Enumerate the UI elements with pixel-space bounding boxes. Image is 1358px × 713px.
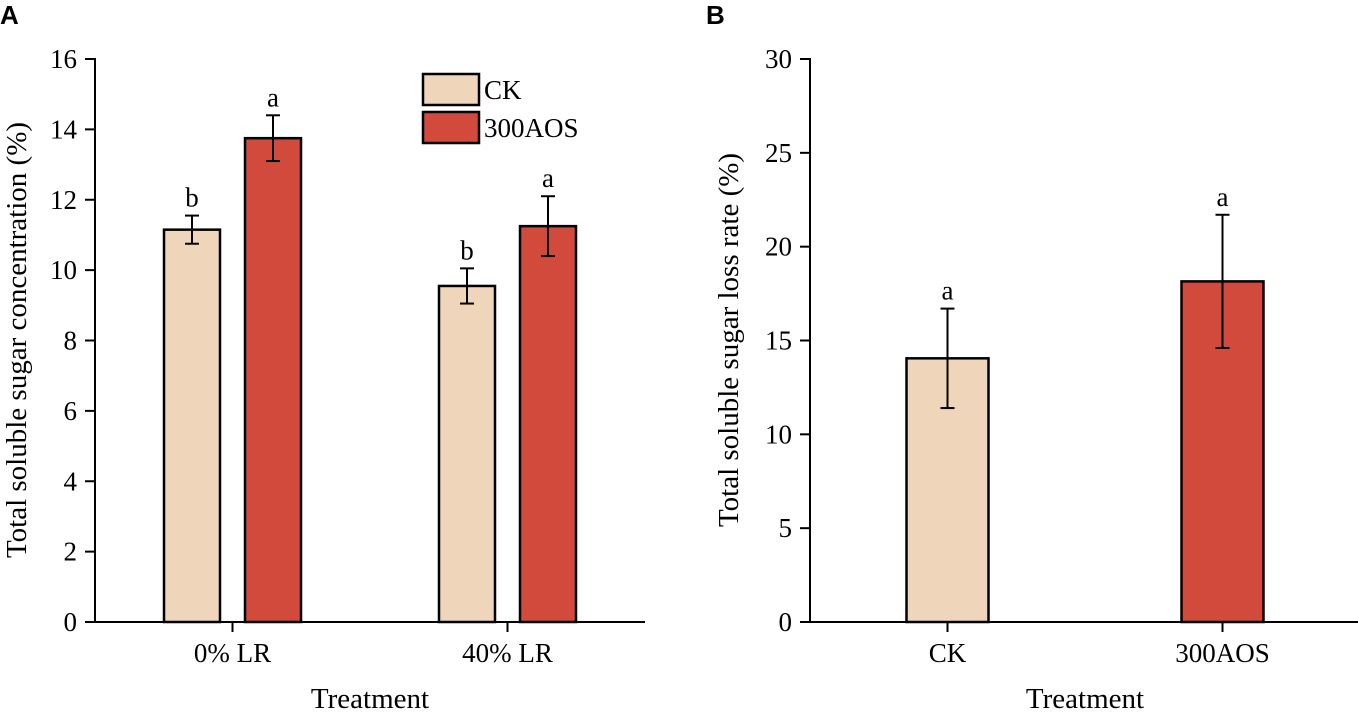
y-tick-label: 15 [765, 326, 792, 356]
panel-b-x-axis-title: Treatment [1026, 683, 1144, 713]
panel-a-40-lr-300aos-significance-label: a [542, 163, 554, 193]
panel-b-label: B [706, 0, 725, 30]
y-tick-label: 12 [50, 185, 77, 215]
panel-b-x-tick-label: CK [929, 638, 967, 668]
y-tick-label: 14 [50, 114, 78, 144]
panel-a-40-lr-ck-significance-label: b [460, 235, 474, 265]
panel-a-0-lr-300aos-significance-label: a [267, 82, 279, 112]
y-tick-label: 8 [64, 326, 78, 356]
panel-a-0-lr-300aos-bar [243, 136, 303, 624]
y-tick-label: 2 [64, 537, 78, 567]
legend-300aos-swatch [421, 110, 481, 145]
panel-a-label: A [0, 0, 19, 30]
panel-b: B 0 5 10 15 20 25 30 a CK a 300AOS Treatment Total… [706, 0, 1358, 713]
y-tick-label: 0 [64, 607, 78, 637]
legend-ck-swatch [421, 72, 481, 107]
panel-b-y-axis-title: Total soluble sugar loss rate (%) [713, 153, 745, 527]
y-tick-label: 4 [64, 466, 78, 496]
panel-b-ck-significance-label: a [942, 276, 954, 306]
panel-a-0-lr-ck-bar [162, 228, 222, 624]
y-tick-label: 25 [765, 138, 792, 168]
panel-a-plot-area: 0 2 4 6 8 10 12 14 16 b a 0% LR b a 40% LR [50, 44, 645, 668]
legend-300aos-label: 300AOS [484, 113, 579, 143]
panel-b-ck-bar [905, 357, 990, 624]
panel-a-0-lr-ck-significance-label: b [185, 183, 199, 213]
y-tick-label: 20 [765, 232, 792, 262]
y-tick-label: 10 [50, 255, 77, 285]
y-tick-label: 5 [779, 513, 793, 543]
y-tick-label: 30 [765, 44, 792, 74]
panel-a-y-axis-title: Total soluble sugar concentration (%) [1, 122, 33, 558]
y-tick-label: 0 [779, 607, 793, 637]
panel-a-x-tick-label: 0% LR [194, 638, 271, 668]
panel-a-40-lr-ck-bar [437, 284, 497, 624]
panel-a-40-lr-300aos-bar [518, 224, 578, 624]
legend-ck-label: CK [484, 75, 522, 105]
panel-a: A 0 2 4 6 8 10 12 14 16 b a 0% LR b a 40% LR CK 300AOS… [0, 0, 645, 713]
y-tick-label: 10 [765, 419, 792, 449]
panel-b-x-tick-label: 300AOS [1175, 638, 1270, 668]
y-tick-label: 6 [64, 396, 78, 426]
y-tick-label: 16 [50, 44, 77, 74]
panel-a-x-tick-label: 40% LR [462, 638, 553, 668]
panel-a-legend: CK 300AOS [421, 72, 579, 145]
panel-a-x-axis-title: Treatment [311, 683, 429, 713]
panel-b-plot-area: 0 5 10 15 20 25 30 a CK a 300AOS [765, 44, 1358, 668]
panel-b-300aos-significance-label: a [1217, 182, 1229, 212]
